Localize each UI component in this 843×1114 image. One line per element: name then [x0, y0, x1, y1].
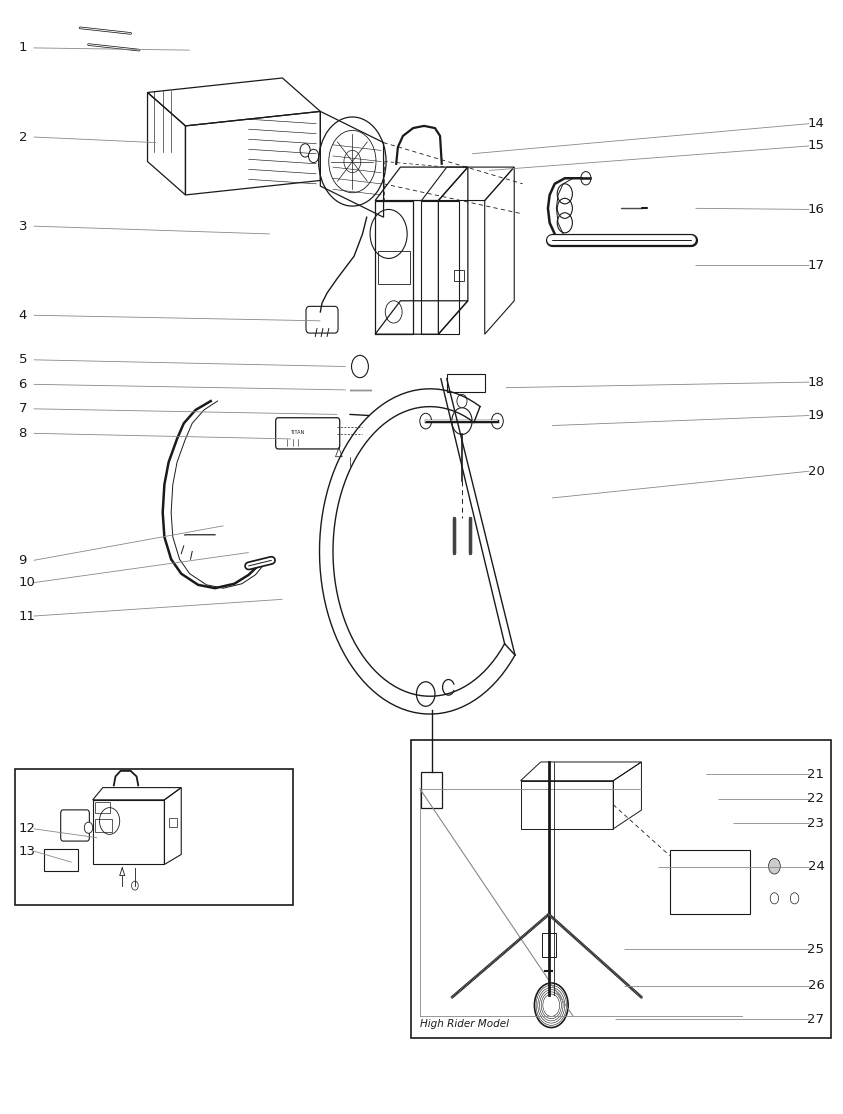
Text: High Rider Model: High Rider Model: [420, 1019, 509, 1029]
Circle shape: [309, 149, 319, 163]
Circle shape: [420, 413, 432, 429]
Text: 27: 27: [808, 1013, 824, 1026]
Text: 2: 2: [19, 130, 27, 144]
Bar: [44, 849, 78, 871]
Bar: [447, 374, 485, 392]
Circle shape: [300, 144, 310, 157]
Text: 14: 14: [808, 117, 824, 130]
Text: 26: 26: [808, 979, 824, 993]
Text: 5: 5: [19, 353, 27, 367]
Bar: [15, 769, 293, 905]
Text: 16: 16: [808, 203, 824, 216]
Text: 21: 21: [808, 768, 824, 781]
Bar: [95, 819, 112, 832]
Circle shape: [132, 881, 138, 890]
Text: 12: 12: [19, 822, 35, 836]
Text: 8: 8: [19, 427, 27, 440]
Text: 11: 11: [19, 609, 35, 623]
Bar: [454, 270, 464, 281]
Text: 23: 23: [808, 817, 824, 830]
Text: 25: 25: [808, 942, 824, 956]
Text: 10: 10: [19, 576, 35, 589]
Text: 9: 9: [19, 554, 27, 567]
Text: 1: 1: [19, 41, 27, 55]
Circle shape: [452, 408, 472, 434]
Text: 17: 17: [808, 258, 824, 272]
Text: 4: 4: [19, 309, 27, 322]
Text: 6: 6: [19, 378, 27, 391]
Text: 18: 18: [808, 375, 824, 389]
Circle shape: [491, 413, 503, 429]
Circle shape: [457, 394, 467, 408]
Bar: [411, 740, 831, 1038]
Bar: [95, 802, 110, 813]
Bar: [378, 251, 410, 284]
Circle shape: [84, 822, 93, 833]
Text: 24: 24: [808, 860, 824, 873]
Text: 7: 7: [19, 402, 27, 416]
Bar: [422, 772, 442, 808]
Circle shape: [769, 859, 781, 874]
Circle shape: [581, 172, 591, 185]
Bar: [169, 818, 177, 827]
Text: 13: 13: [19, 844, 35, 858]
Text: 19: 19: [808, 409, 824, 422]
Text: 20: 20: [808, 465, 824, 478]
Text: 3: 3: [19, 219, 27, 233]
Text: TITAN: TITAN: [290, 430, 303, 434]
Bar: [542, 932, 556, 957]
Text: 15: 15: [808, 139, 824, 153]
Bar: [669, 850, 750, 915]
Text: 22: 22: [808, 792, 824, 805]
